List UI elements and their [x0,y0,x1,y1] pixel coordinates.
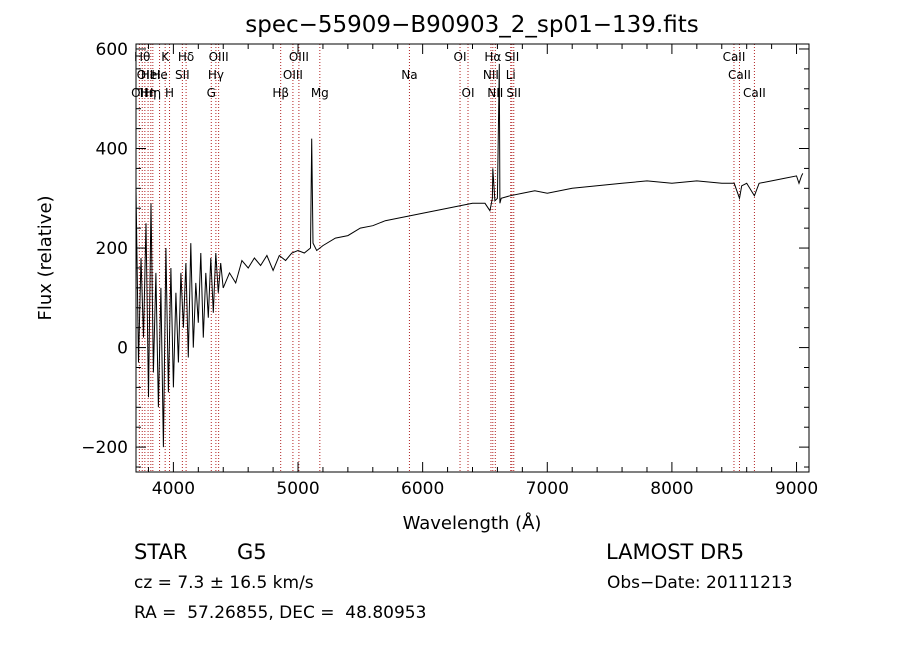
axis-ticks: 4000 5000 6000 7000 8000 9000 −200 0 200 400 600 [81,40,818,499]
line-marker-label: CaII [728,68,751,82]
line-marker-label: Hδ [178,50,194,64]
line-marker-label: H [165,86,174,100]
line-marker-label: Hθ [134,50,150,64]
line-marker-label: Mg [311,86,329,100]
y-tick-label: 400 [96,140,128,160]
line-marker-label: OII [137,68,154,82]
line-marker-label: CaII [743,86,766,100]
line-marker-label: G [207,86,216,100]
line-marker-label: SII [506,86,521,100]
chart-title: spec−55909−B90903_2_sp01−139.fits [245,12,699,38]
spectral-line-labels: OIIHθOIIHηHeIHηHeKHSIIHδGHγOIIIHβOIIIOII… [131,50,766,100]
line-marker-label: OII [131,86,148,100]
line-marker-label: CaII [723,50,746,64]
line-marker-label: Hγ [208,68,224,82]
line-marker-label: Hα [484,50,501,64]
observation-date: Obs−Date: 20111213 [607,573,793,593]
x-tick-label: 4000 [152,479,195,499]
y-tick-label: 600 [96,40,128,60]
line-marker-label: OIII [289,50,309,64]
line-marker-label: Li [506,68,516,82]
ra-dec-coordinates: RA = 57.26855, DEC = 48.80953 [134,603,427,623]
survey-name: LAMOST DR5 [606,540,745,564]
object-subclass: G5 [237,540,267,564]
redshift-cz: cz = 7.3 ± 16.5 km/s [134,573,314,593]
line-marker-label: OIII [283,68,303,82]
x-tick-label: 6000 [401,479,444,499]
line-marker-label: OI [462,86,475,100]
line-marker-label: OIII [209,50,229,64]
x-axis-label: Wavelength (Å) [403,512,542,534]
line-marker-label: Hη [145,86,162,100]
line-marker-label: Hη [140,86,157,100]
line-marker-label: NII [487,86,503,100]
line-marker-label: He [151,68,167,82]
object-class: STAR [134,540,188,564]
spectrum-series-line [135,63,804,448]
y-tick-label: −200 [81,438,128,458]
plot-frame [135,43,810,473]
y-tick-label: 200 [96,239,128,259]
line-marker-label: OI [454,50,467,64]
line-marker-label: Hβ [272,86,289,100]
x-tick-label: 5000 [276,479,319,499]
line-marker-label: NII [483,68,499,82]
line-marker-label: SII [505,50,520,64]
line-marker-label: SII [175,68,190,82]
x-tick-label: 7000 [526,479,569,499]
line-marker-label: HeI [141,68,161,82]
x-tick-label: 9000 [775,479,818,499]
x-tick-label: 8000 [650,479,693,499]
line-marker-label: K [161,50,170,64]
y-axis-label: Flux (relative) [35,195,56,320]
y-tick-label: 0 [117,339,128,359]
line-marker-label: Na [401,68,417,82]
spectral-line-markers [138,44,755,472]
